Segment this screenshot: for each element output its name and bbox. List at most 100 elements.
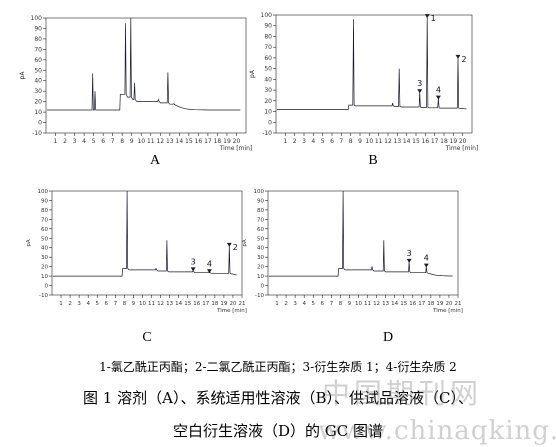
x-tick-label: 13: [166, 301, 173, 307]
x-tick-label: 12: [157, 301, 164, 307]
x-tick-label: 11: [148, 301, 155, 307]
x-tick-label: 16: [409, 301, 416, 307]
peak-marker: [417, 89, 423, 94]
chromatogram-trace: [276, 17, 467, 110]
y-tick-label: 90: [264, 23, 272, 30]
x-tick-label: 12: [156, 138, 164, 145]
y-tick-label: 80: [264, 33, 272, 40]
peak-legend: 1-氯乙酰正丙酯；2-二氯乙酰正丙酯；3-衍生杂质 1；4-衍生杂质 2: [99, 360, 457, 374]
x-tick-label: 21: [239, 301, 246, 307]
y-tick-label: 100: [254, 189, 265, 195]
x-tick-label: 10: [137, 138, 145, 145]
x-tick-label: 14: [175, 301, 182, 307]
x-tick-label: 15: [184, 301, 191, 307]
x-tick-label: 7: [111, 138, 115, 145]
y-tick-label: 30: [41, 255, 48, 261]
x-tick-label: 15: [185, 138, 193, 145]
x-tick-label: 16: [195, 138, 203, 145]
panel-label-c: C: [142, 330, 152, 345]
x-tick-label: 19: [450, 138, 458, 145]
x-tick-label: 5: [311, 301, 315, 307]
x-tick-label: 19: [220, 301, 227, 307]
y-tick-label: -10: [255, 293, 264, 299]
y-axis-label: pA: [249, 69, 256, 78]
x-tick-label: 2: [68, 301, 72, 307]
x-tick-label: 21: [455, 301, 462, 307]
peak-label: 3: [407, 249, 412, 258]
y-tick-label: 90: [41, 198, 48, 204]
x-tick-label: 14: [391, 301, 398, 307]
y-tick-label: 60: [41, 227, 48, 233]
x-tick-label: 8: [123, 301, 127, 307]
peak-marker: [423, 263, 429, 268]
chromatogram-panel-d: -10 0 10 20 30 40 50 60 70 80 90 100 1 2 3 4 5 6 7 8 9 10 11 12…: [242, 185, 471, 314]
y-tick-label: 40: [41, 246, 48, 252]
plot-frame: [267, 190, 459, 296]
x-tick-label: 15: [412, 138, 420, 145]
x-tick-label: 16: [422, 138, 430, 145]
y-tick-label: 60: [257, 227, 264, 233]
y-axis-label: pA: [242, 239, 248, 246]
peak-label: 3: [417, 79, 422, 88]
x-tick-label: 18: [440, 138, 448, 145]
peak-label: 1: [431, 14, 436, 23]
figure-caption-line-1: 图 1 溶剂（A）、系统适用性溶液（B）、供试品溶液（C）、: [83, 389, 473, 407]
y-tick-label: 40: [34, 78, 42, 85]
y-tick-label: 10: [41, 274, 48, 280]
x-tick-label: 9: [130, 138, 134, 145]
x-tick-label: 18: [211, 301, 218, 307]
x-axis-label: Time [min]: [432, 308, 463, 314]
panel-label-d: D: [382, 330, 394, 345]
y-tick-label: 50: [41, 236, 48, 242]
x-tick-label: 20: [233, 138, 241, 145]
x-tick-label: 17: [202, 301, 209, 307]
x-tick-label: 3: [302, 138, 306, 145]
chromatogram-trace: [268, 190, 453, 277]
peak-label: 4: [207, 259, 212, 268]
plot-frame: [275, 14, 473, 134]
peak-marker: [424, 14, 430, 19]
peak-marker: [207, 269, 212, 274]
y-tick-label: 20: [264, 98, 272, 105]
x-tick-label: 2: [293, 138, 297, 145]
x-tick-label: 6: [330, 138, 334, 145]
y-tick-label: -10: [39, 293, 48, 299]
x-tick-label: 4: [86, 301, 90, 307]
y-tick-label: 100: [261, 12, 273, 19]
plot-frame: [51, 190, 243, 296]
y-tick-label: 40: [264, 76, 272, 83]
x-tick-label: 11: [364, 301, 371, 307]
chromatogram-panel-b: -10 0 10 20 30 40 50 60 70 80 90 100 1 2 3 4 5 6 7 8 9 10 11 12…: [236, 5, 486, 152]
x-tick-label: 17: [418, 301, 425, 307]
x-tick-label: 8: [339, 301, 343, 307]
plot-frame: [45, 17, 247, 134]
x-tick-label: 18: [427, 301, 434, 307]
y-tick-label: 50: [34, 67, 42, 74]
y-tick-label: 100: [38, 189, 49, 195]
x-tick-label: 7: [330, 301, 334, 307]
x-tick-label: 12: [373, 301, 380, 307]
x-tick-label: 17: [204, 138, 212, 145]
x-tick-label: 4: [82, 138, 86, 145]
chromatogram-panel-a: -10 0 10 20 30 40 50 60 70 80 90 100 1 2 3 4 5 6 7 8 9 10 11 12…: [6, 8, 256, 152]
x-tick-label: 1: [275, 301, 279, 307]
y-tick-label: -10: [32, 130, 42, 137]
x-tick-label: 13: [166, 138, 174, 145]
x-tick-label: 13: [394, 138, 402, 145]
x-tick-label: 9: [358, 138, 362, 145]
x-tick-label: 14: [403, 138, 411, 145]
x-tick-label: 15: [400, 301, 407, 307]
y-tick-label: 20: [41, 265, 48, 271]
y-tick-label: 70: [34, 46, 42, 53]
x-tick-label: 9: [132, 301, 136, 307]
y-tick-label: 80: [41, 208, 48, 214]
x-tick-label: 6: [105, 301, 109, 307]
y-tick-label: 40: [257, 246, 264, 252]
x-tick-label: 5: [95, 301, 99, 307]
peak-label: 4: [424, 254, 429, 263]
y-tick-label: 30: [257, 255, 264, 261]
x-tick-label: 16: [193, 301, 200, 307]
y-tick-label: 30: [264, 87, 272, 94]
